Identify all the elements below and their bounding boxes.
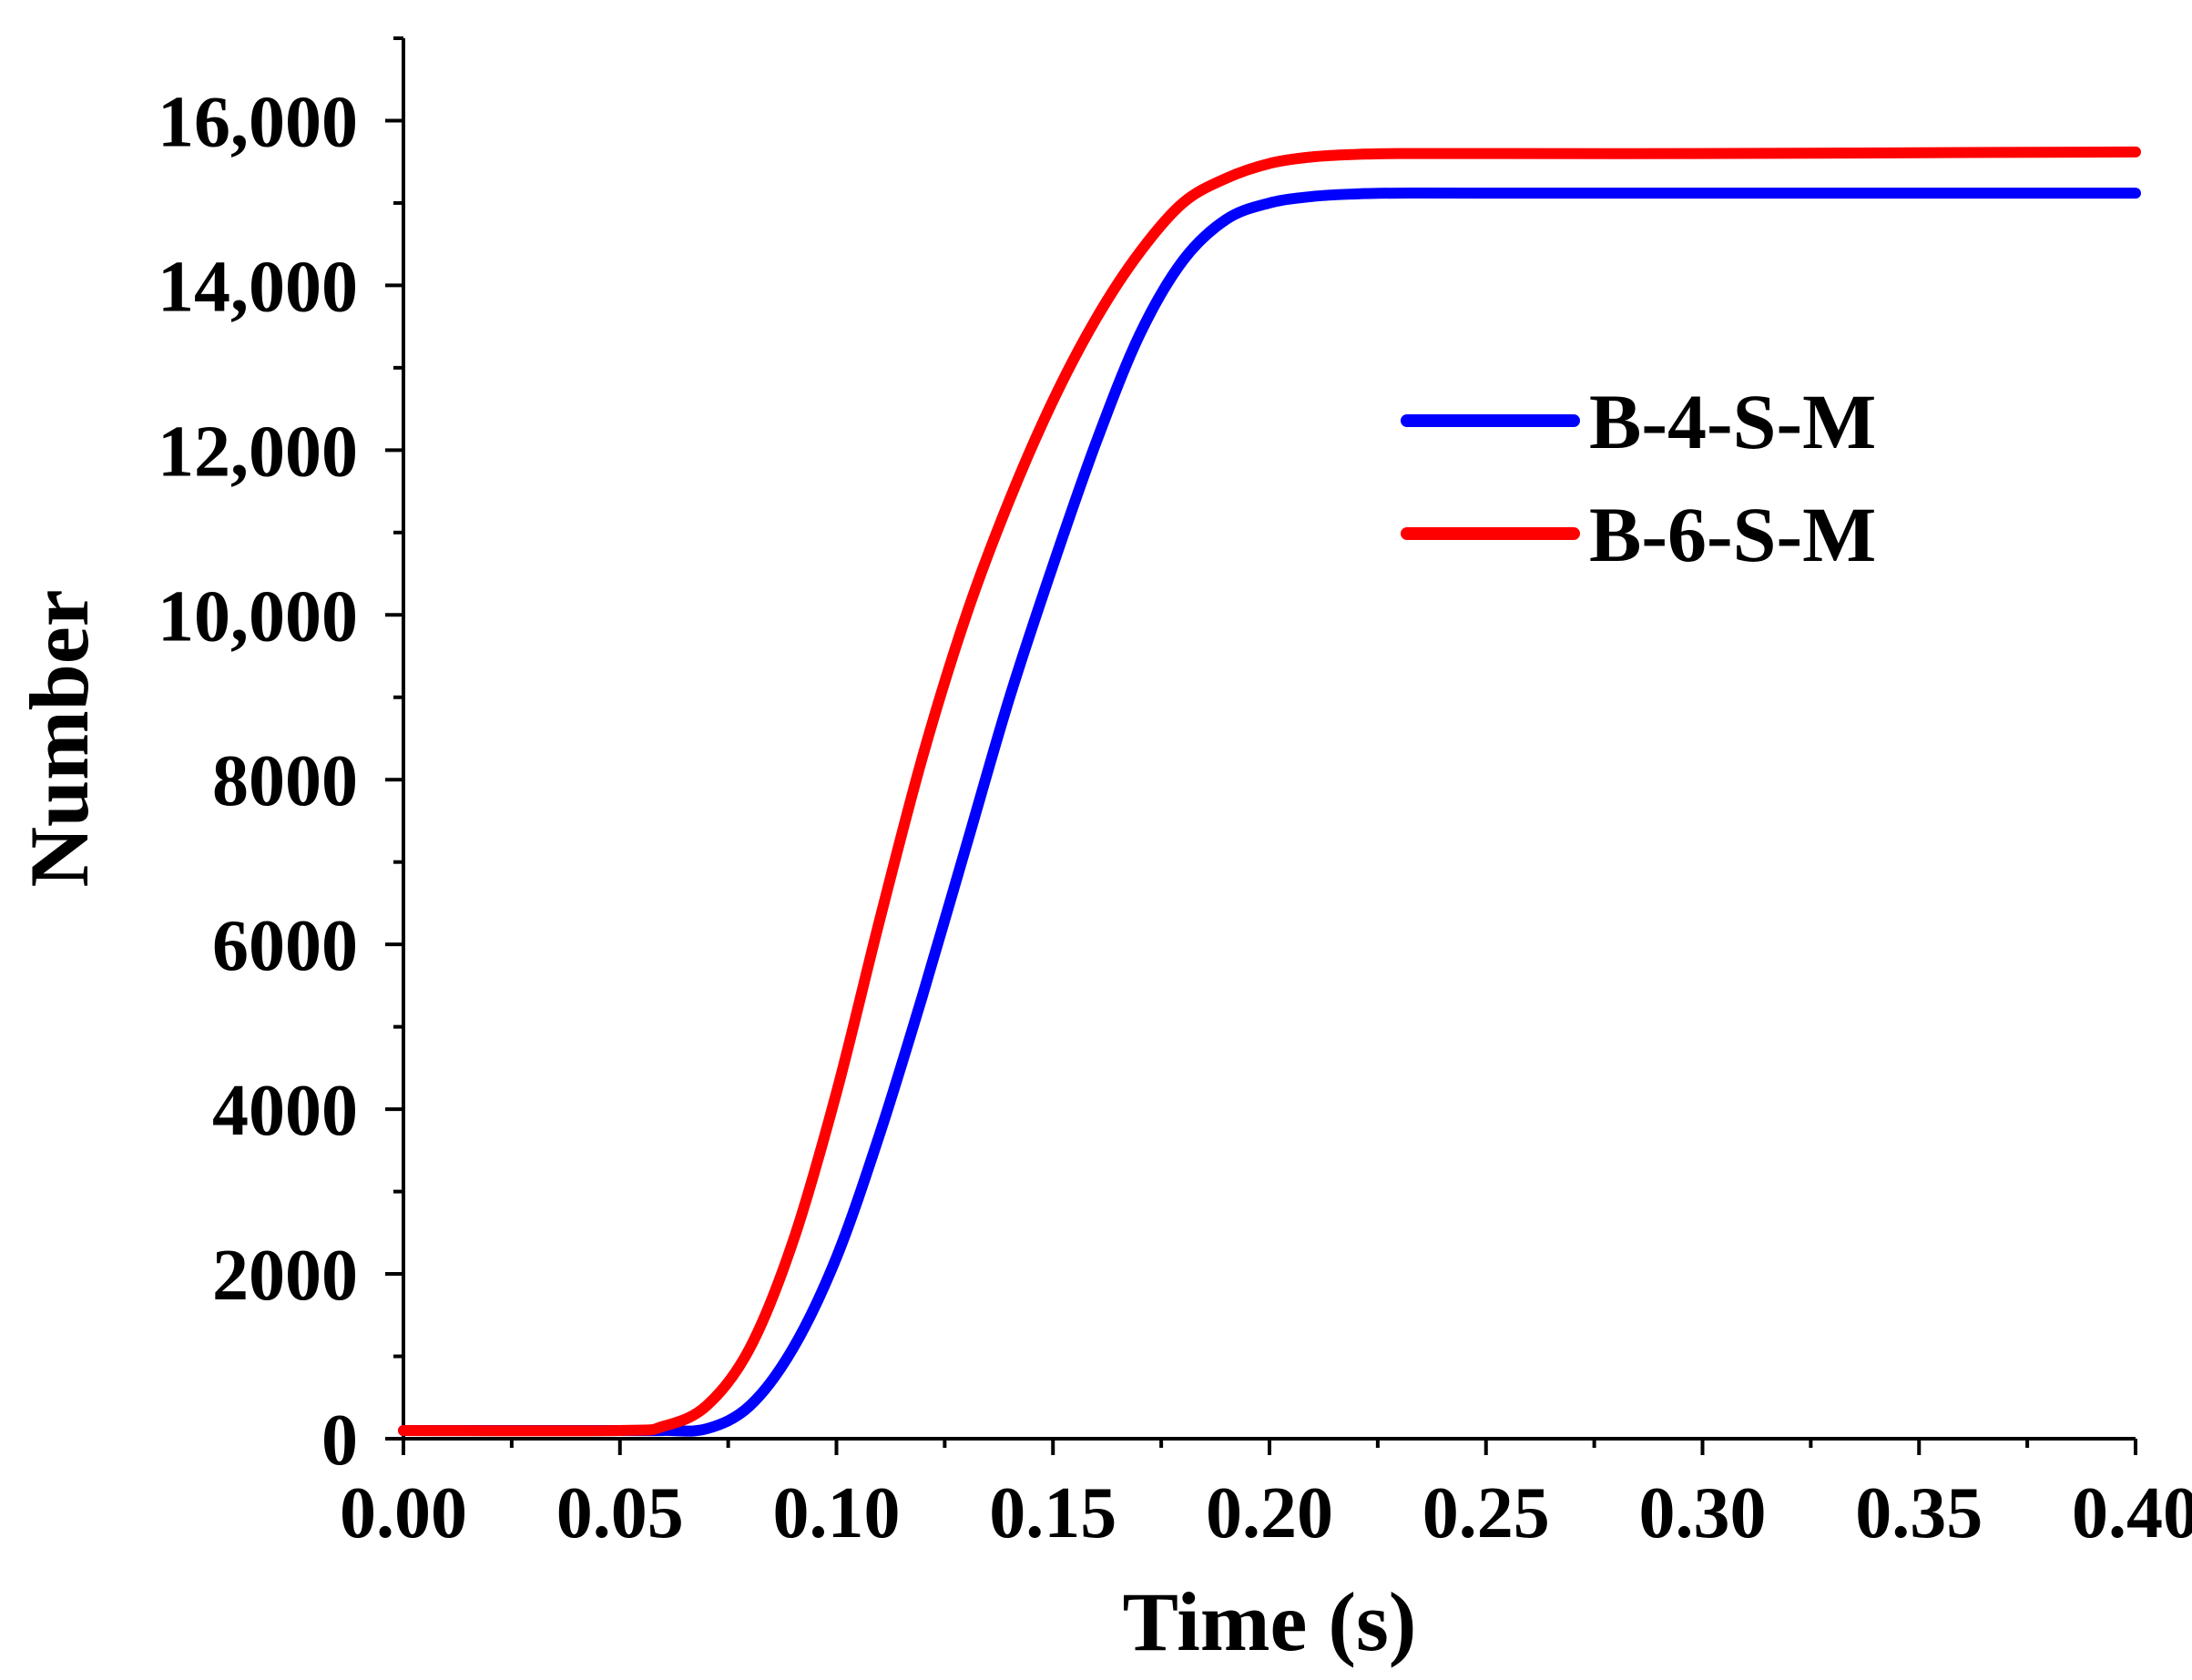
series-lines bbox=[398, 146, 2141, 1437]
x-tick-label: 0.00 bbox=[340, 1473, 467, 1553]
series-line-b-6-s-m bbox=[398, 146, 2141, 1437]
legend-label: B-6-S-M bbox=[1589, 491, 1876, 578]
x-tick-label: 0.05 bbox=[556, 1473, 684, 1553]
y-tick-label: 4000 bbox=[212, 1071, 358, 1151]
series-line-b-4-s-m bbox=[398, 188, 2141, 1437]
y-axis-label: Number bbox=[13, 589, 106, 887]
y-tick-label: 14,000 bbox=[158, 247, 358, 327]
y-tick-label: 16,000 bbox=[158, 82, 358, 162]
y-tick-label: 0 bbox=[321, 1400, 358, 1481]
y-tick-label: 8000 bbox=[212, 741, 358, 821]
axes: 0.00 0.05 0.10 0.15 0.20 0.25 0.30 0.35 0.40 0 200… bbox=[158, 36, 2192, 1553]
y-tick-label: 2000 bbox=[212, 1236, 358, 1316]
x-tick-label: 0.20 bbox=[1206, 1473, 1333, 1553]
y-tick-label: 10,000 bbox=[158, 576, 358, 657]
x-tick-label: 0.35 bbox=[1855, 1473, 1983, 1553]
y-tick-label: 12,000 bbox=[158, 412, 358, 492]
legend-label: B-4-S-M bbox=[1589, 378, 1876, 465]
x-tick-label: 0.10 bbox=[773, 1473, 901, 1553]
legend: B-4-S-M B-6-S-M bbox=[1401, 378, 1876, 578]
x-tick-label: 0.15 bbox=[989, 1473, 1116, 1553]
y-tick-label: 6000 bbox=[212, 906, 358, 986]
x-tick-label: 0.30 bbox=[1639, 1473, 1767, 1553]
x-tick-label: 0.40 bbox=[2072, 1473, 2192, 1553]
x-tick-label: 0.25 bbox=[1422, 1473, 1550, 1553]
x-axis-label: Time (s) bbox=[1123, 1575, 1417, 1668]
